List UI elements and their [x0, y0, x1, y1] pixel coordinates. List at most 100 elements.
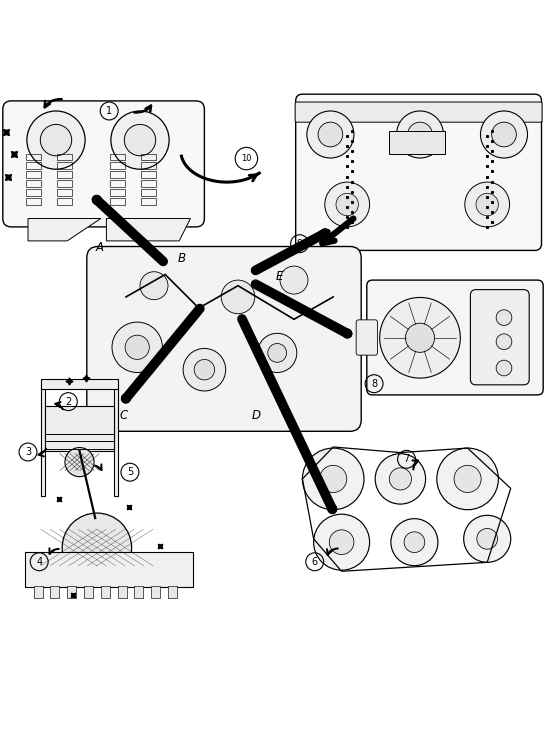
- Circle shape: [27, 111, 85, 169]
- Text: 3: 3: [25, 447, 31, 457]
- Text: 5: 5: [127, 467, 133, 478]
- Circle shape: [480, 111, 528, 158]
- Circle shape: [408, 122, 432, 147]
- Circle shape: [111, 111, 169, 169]
- Bar: [141, 180, 156, 186]
- Bar: [141, 162, 156, 168]
- Bar: [141, 198, 156, 204]
- Circle shape: [40, 124, 72, 156]
- Bar: [141, 189, 156, 195]
- Circle shape: [465, 182, 510, 227]
- Bar: [141, 171, 156, 177]
- Circle shape: [325, 182, 370, 227]
- Bar: [26, 153, 41, 159]
- Bar: [118, 586, 127, 598]
- Circle shape: [258, 333, 297, 372]
- Circle shape: [496, 310, 512, 326]
- Circle shape: [124, 124, 156, 156]
- Circle shape: [62, 513, 132, 583]
- Text: B: B: [178, 252, 186, 264]
- FancyBboxPatch shape: [296, 94, 542, 250]
- Text: 4: 4: [36, 557, 42, 567]
- Text: 1: 1: [106, 106, 112, 116]
- Circle shape: [437, 448, 498, 510]
- Circle shape: [307, 111, 354, 158]
- Text: 2: 2: [65, 396, 72, 407]
- Bar: [67, 586, 76, 598]
- Bar: [57, 198, 72, 204]
- Circle shape: [302, 448, 364, 510]
- Bar: [26, 180, 41, 186]
- Bar: [26, 162, 41, 168]
- Text: 9: 9: [297, 238, 302, 249]
- Circle shape: [65, 448, 94, 477]
- Bar: [57, 189, 72, 195]
- Circle shape: [464, 516, 511, 562]
- Bar: [34, 586, 43, 598]
- Bar: [151, 586, 160, 598]
- Bar: [41, 379, 118, 390]
- Bar: [26, 198, 41, 204]
- Circle shape: [492, 122, 516, 147]
- FancyBboxPatch shape: [356, 320, 377, 355]
- Text: C: C: [119, 409, 127, 422]
- Bar: [57, 153, 72, 159]
- Bar: [101, 586, 110, 598]
- Bar: [84, 586, 93, 598]
- Polygon shape: [28, 218, 101, 241]
- Bar: [25, 552, 193, 587]
- Bar: [168, 586, 177, 598]
- Bar: [57, 171, 72, 177]
- Circle shape: [280, 266, 308, 294]
- Circle shape: [320, 466, 347, 492]
- Circle shape: [268, 343, 287, 362]
- Circle shape: [183, 349, 226, 391]
- Bar: [26, 171, 41, 177]
- Bar: [57, 162, 72, 168]
- Circle shape: [404, 532, 424, 553]
- Bar: [110, 189, 125, 195]
- Text: 7: 7: [403, 454, 410, 464]
- Bar: [110, 198, 125, 204]
- Bar: [110, 153, 125, 159]
- Bar: [41, 387, 45, 495]
- Text: A: A: [96, 241, 104, 253]
- FancyBboxPatch shape: [295, 102, 542, 122]
- Bar: [110, 171, 125, 177]
- Circle shape: [318, 122, 343, 147]
- Bar: [114, 387, 118, 495]
- Text: E: E: [275, 270, 283, 282]
- Bar: [57, 180, 72, 186]
- Bar: [45, 406, 114, 451]
- Circle shape: [140, 272, 168, 299]
- Circle shape: [380, 297, 460, 378]
- Bar: [389, 130, 445, 154]
- Bar: [110, 180, 125, 186]
- Circle shape: [496, 334, 512, 349]
- Bar: [110, 162, 125, 168]
- Circle shape: [336, 193, 358, 216]
- Circle shape: [112, 322, 162, 372]
- FancyBboxPatch shape: [470, 290, 529, 385]
- Circle shape: [477, 528, 497, 549]
- Circle shape: [194, 360, 214, 380]
- Circle shape: [391, 519, 438, 565]
- Text: 10: 10: [241, 154, 251, 163]
- Text: 8: 8: [371, 378, 377, 389]
- Circle shape: [396, 111, 444, 158]
- Circle shape: [329, 530, 354, 554]
- FancyBboxPatch shape: [3, 101, 204, 227]
- Circle shape: [375, 454, 426, 504]
- Bar: [141, 153, 156, 159]
- Bar: [26, 189, 41, 195]
- Circle shape: [314, 514, 370, 570]
- Circle shape: [476, 193, 498, 216]
- FancyBboxPatch shape: [367, 280, 543, 395]
- Text: D: D: [251, 409, 260, 422]
- Circle shape: [454, 466, 481, 492]
- Text: 6: 6: [312, 557, 318, 567]
- Circle shape: [496, 360, 512, 376]
- Polygon shape: [106, 218, 190, 241]
- Bar: [50, 586, 59, 598]
- Circle shape: [389, 468, 412, 490]
